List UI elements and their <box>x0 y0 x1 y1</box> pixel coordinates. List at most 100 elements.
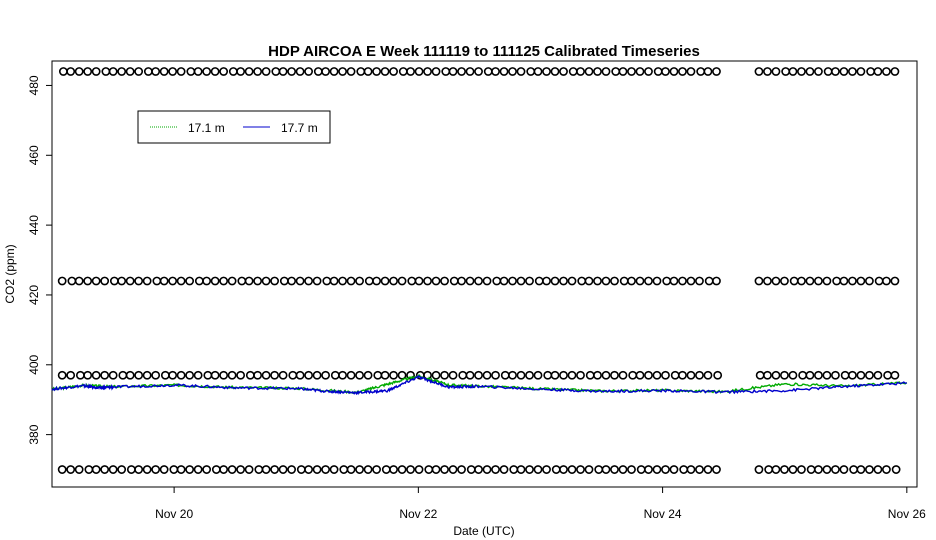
calibration-point <box>346 370 356 380</box>
calibration-point <box>219 276 229 286</box>
calibration-point <box>865 370 874 380</box>
calibration-point <box>601 276 611 286</box>
calibration-point <box>822 276 832 286</box>
calibration-point <box>849 465 859 474</box>
calibration-point <box>66 67 76 76</box>
calibration-point <box>389 465 398 474</box>
calibration-point <box>261 465 271 474</box>
calibration-point <box>627 465 636 474</box>
calibration-point <box>516 276 526 286</box>
calibration-point <box>244 67 254 76</box>
calibration-point <box>329 276 339 286</box>
calibration-point <box>713 370 723 380</box>
calibration-point <box>584 67 594 76</box>
calibration-point <box>83 276 93 286</box>
calibration-point <box>236 465 246 474</box>
calibration-point <box>296 465 306 474</box>
calibration-point <box>304 276 313 286</box>
calibration-point <box>279 276 289 286</box>
calibration-point <box>57 276 67 286</box>
calibration-point <box>576 370 585 380</box>
calibration-point <box>788 67 798 76</box>
calibration-point <box>831 370 840 380</box>
y-tick-label: 480 <box>27 75 41 95</box>
calibration-point <box>457 465 466 474</box>
calibration-point <box>151 67 161 76</box>
calibration-point <box>100 465 110 474</box>
calibration-point <box>142 465 152 474</box>
calibration-point <box>866 67 876 76</box>
calibration-point <box>754 465 764 474</box>
calibration-point <box>389 276 398 286</box>
calibration-point <box>338 67 347 76</box>
calibration-point <box>194 276 204 286</box>
calibration-point <box>839 67 849 76</box>
calibration-point <box>839 465 849 474</box>
calibration-point <box>227 465 237 474</box>
calibration-point <box>678 276 687 286</box>
calibration-point <box>534 276 544 286</box>
calibration-point <box>568 67 578 76</box>
calibration-point <box>703 465 713 474</box>
calibration-point <box>567 370 577 380</box>
calibration-point <box>431 370 441 380</box>
calibration-point <box>278 67 288 76</box>
calibration-point <box>253 67 263 76</box>
calibration-point <box>57 370 67 380</box>
calibration-point <box>891 465 901 474</box>
calibration-point <box>516 465 526 474</box>
calibration-point <box>134 465 144 474</box>
calibration-point <box>873 465 883 474</box>
calibration-point <box>516 67 526 76</box>
calibration-point <box>601 370 611 380</box>
calibration-point <box>755 370 765 380</box>
calibration-point <box>780 465 789 474</box>
calibration-point <box>176 370 186 380</box>
calibration-point <box>618 67 628 76</box>
calibration-point <box>559 370 568 380</box>
calibration-point <box>550 370 560 380</box>
calibration-point <box>780 370 789 380</box>
calibration-point <box>695 370 704 380</box>
x-tick-label: Nov 24 <box>644 507 682 521</box>
calibration-point <box>567 276 577 286</box>
calibration-point <box>874 276 884 286</box>
calibration-point <box>669 465 679 474</box>
calibration-point <box>814 276 823 286</box>
calibration-point <box>679 465 689 474</box>
calibration-point <box>74 465 84 474</box>
calibration-point <box>840 370 850 380</box>
calibration-point <box>66 370 76 380</box>
calibration-point <box>176 465 186 474</box>
calibration-point <box>593 67 602 76</box>
calibration-point <box>440 370 449 380</box>
calibration-point <box>142 370 152 380</box>
calibration-point <box>457 67 466 76</box>
calibration-point <box>873 370 883 380</box>
calibration-point <box>635 276 645 286</box>
calibration-point <box>780 276 789 286</box>
calibration-point <box>186 67 196 76</box>
legend-label-17-1m: 17.1 m <box>188 121 225 135</box>
calibration-point <box>372 276 381 286</box>
calibration-point <box>856 465 866 474</box>
calibration-point <box>712 465 721 474</box>
calibration-point <box>499 67 509 76</box>
calibration-point <box>346 67 356 76</box>
calibration-point <box>321 370 330 380</box>
calibration-point <box>500 370 510 380</box>
calibration-point <box>771 276 781 286</box>
calibration-point <box>542 465 551 474</box>
calibration-point <box>134 67 144 76</box>
calibration-point <box>509 465 519 474</box>
calibration-point <box>134 276 144 286</box>
x-tick-label: Nov 20 <box>155 507 193 521</box>
calibration-point <box>227 276 237 286</box>
calibration-point <box>74 276 84 286</box>
calibration-point <box>577 276 587 286</box>
calibration-point <box>848 67 857 76</box>
calibration-point <box>152 276 162 286</box>
calibration-point <box>516 370 526 380</box>
calibration-point <box>882 465 891 474</box>
calibration-point <box>414 276 424 286</box>
